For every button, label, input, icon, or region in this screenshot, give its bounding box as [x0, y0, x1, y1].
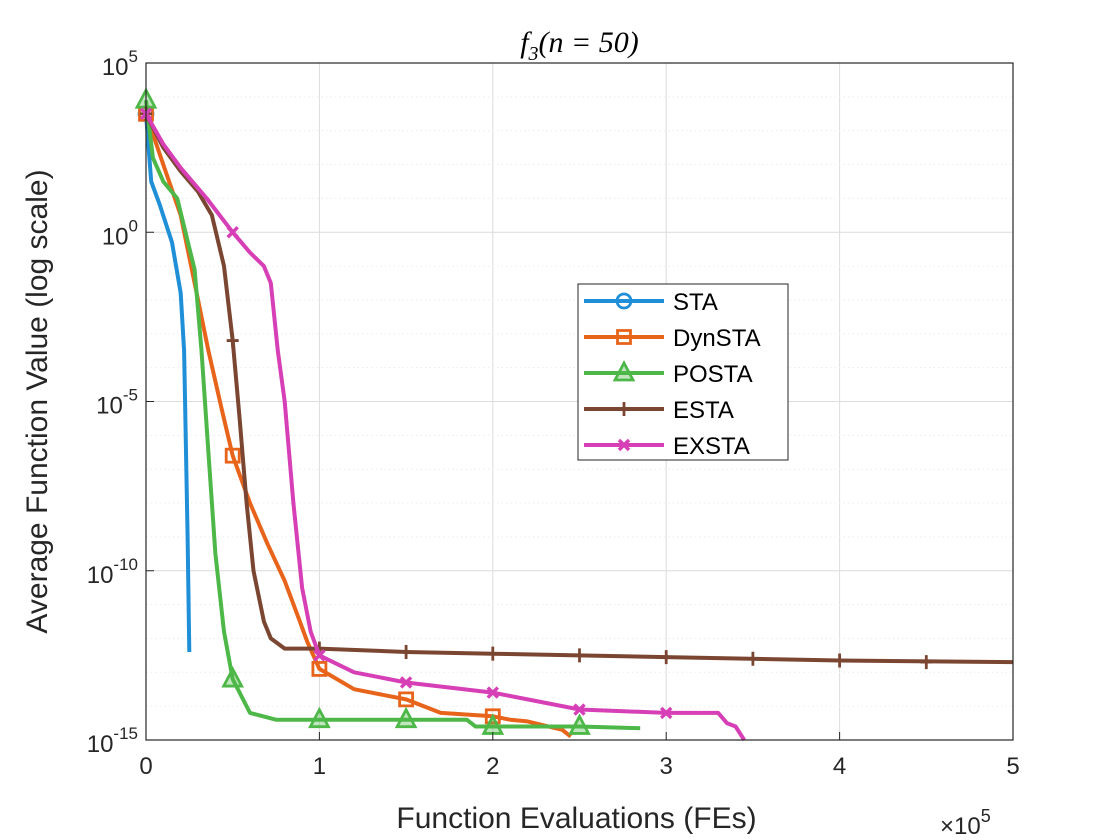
legend-marker	[618, 402, 630, 416]
marker-dynsta	[224, 447, 241, 464]
y-tick-label: 10-15	[87, 724, 138, 758]
chart-title: f3(n = 50)	[520, 26, 639, 65]
marker-dynsta	[484, 708, 501, 725]
legend-item-dynsta: DynSTA	[584, 325, 761, 352]
series-line-dynsta	[144, 113, 573, 739]
marker-esta	[660, 650, 673, 665]
legend-marker	[616, 329, 632, 345]
y-tick-label: 10-10	[87, 555, 138, 589]
y-tick-label: 105	[102, 47, 138, 81]
marker-posta	[308, 706, 331, 729]
marker-esta	[746, 651, 759, 666]
marker-esta	[833, 653, 846, 668]
legend-label: POSTA	[673, 361, 753, 388]
x-tick-label: 1	[313, 753, 326, 780]
legend-marker	[612, 360, 636, 382]
series-line-exsta	[144, 112, 746, 742]
marker-esta	[486, 646, 499, 661]
legend-item-sta: STA	[584, 289, 718, 316]
y-tick-label: 10-5	[96, 386, 138, 420]
y-axis-label: Average Function Value (log scale)	[21, 169, 54, 633]
marker-esta	[920, 655, 933, 670]
x-tick-label: 2	[486, 753, 499, 780]
legend-item-exsta: EXSTA	[584, 433, 750, 460]
marker-esta	[573, 648, 586, 663]
marker-posta	[568, 713, 591, 735]
series-line-posta	[144, 99, 641, 731]
series-layer	[134, 87, 1014, 742]
x-axis-label: Function Evaluations (FEs)	[396, 802, 756, 835]
series-exsta	[139, 107, 746, 742]
x-tick-label: 4	[833, 753, 846, 780]
marker-esta	[400, 644, 413, 659]
marker-exsta	[226, 226, 239, 239]
marker-exsta	[486, 686, 500, 699]
ticks: 0 1 2 3 4 5 105 100 10-5 10-10 10-15	[87, 47, 1020, 780]
marker-posta	[394, 706, 418, 729]
legend-item-posta: POSTA	[584, 360, 753, 388]
x-tick-label: 5	[1006, 753, 1019, 780]
marker-dynsta	[398, 691, 415, 708]
marker-posta	[221, 666, 245, 688]
series-posta	[134, 87, 641, 735]
x-tick-label: 3	[660, 753, 673, 780]
legend-label: EXSTA	[673, 433, 750, 460]
legend-marker	[615, 292, 633, 310]
series-esta	[140, 106, 1014, 670]
legend-item-esta: ESTA	[584, 397, 734, 424]
legend-marker	[617, 438, 631, 452]
legend-label: STA	[673, 289, 718, 316]
legend-label: ESTA	[673, 397, 734, 424]
legend: STA DynSTA POSTA ESTA EXSTA	[577, 283, 789, 461]
y-tick-label: 100	[102, 216, 138, 250]
series-line-sta	[144, 113, 192, 653]
legend-label: DynSTA	[673, 325, 761, 352]
marker-exsta	[573, 703, 586, 716]
marker-dynsta	[311, 661, 328, 677]
x-tick-label: 0	[139, 753, 152, 780]
marker-exsta	[399, 676, 413, 689]
marker-exsta	[313, 649, 326, 662]
marker-esta	[226, 333, 239, 348]
marker-exsta	[659, 706, 673, 720]
x-axis-multiplier: ×105	[940, 806, 991, 840]
